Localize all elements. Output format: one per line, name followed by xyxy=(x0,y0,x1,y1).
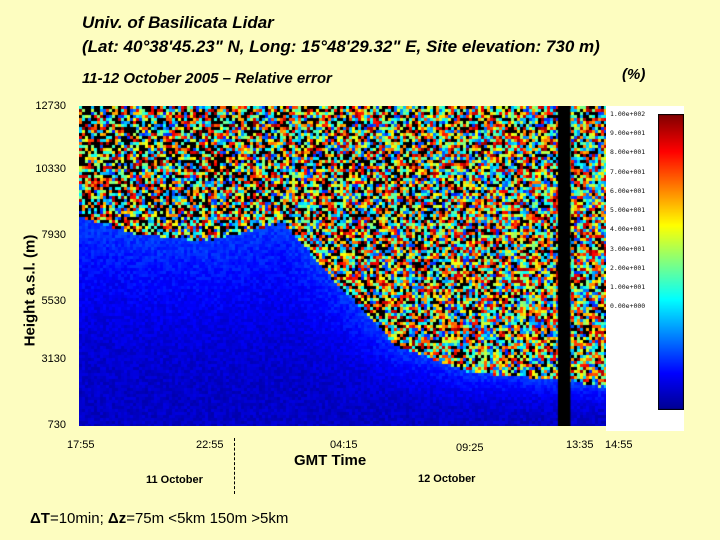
colorbar-tick-label: 1.00e+002 xyxy=(610,110,646,118)
x-tick-label: 14:55 xyxy=(605,439,633,451)
colorbar-tick-label: 8.00e+001 xyxy=(610,148,646,156)
colorbar-panel: 1.00e+002 9.00e+001 8.00e+001 7.00e+001 … xyxy=(606,106,684,431)
y-tick-label: 5530 xyxy=(41,295,66,307)
day-label: 12 October xyxy=(418,473,476,485)
delta-z-symbol: Δz xyxy=(107,510,127,527)
y-tick-label: 7930 xyxy=(41,229,66,241)
colorbar-unit: (%) xyxy=(622,66,646,83)
day-label: 11 October xyxy=(146,474,203,486)
delta-t-text: =10min; xyxy=(49,510,104,527)
colorbar-tick-label: 7.00e+001 xyxy=(610,168,646,176)
y-tick-label: 730 xyxy=(47,419,66,431)
colorbar-tick-label: 1.00e+001 xyxy=(610,283,646,291)
x-tick-label: 13:35 xyxy=(566,439,594,451)
colorbar-tick-label: 4.00e+001 xyxy=(610,225,646,233)
colorbar-tick-label: 3.00e+001 xyxy=(610,245,646,253)
delta-t-symbol: ΔT xyxy=(30,510,50,527)
colorbar-tick-label: 0.00e+000 xyxy=(610,302,646,310)
x-axis-label: GMT Time xyxy=(294,452,367,469)
y-tick-label: 3130 xyxy=(41,353,66,365)
day-divider xyxy=(234,438,235,494)
colorbar-tick-label: 6.00e+001 xyxy=(610,187,646,195)
resolution-note: ΔT=10min; Δz=75m <5km 150m >5km xyxy=(30,510,288,527)
y-tick-label: 12730 xyxy=(35,100,66,112)
chart-subtitle: 11-12 October 2005 – Relative error xyxy=(82,70,332,87)
x-tick-label: 22:55 xyxy=(196,439,224,451)
x-tick-label: 04:15 xyxy=(330,439,358,451)
y-tick-label: 10330 xyxy=(35,163,66,175)
x-tick-label: 09:25 xyxy=(456,442,484,454)
delta-z-text: =75m <5km 150m >5km xyxy=(126,510,289,527)
colorbar-tick-label: 2.00e+001 xyxy=(610,264,646,272)
relative-error-heatmap xyxy=(79,106,606,426)
colorbar-tick-label: 9.00e+001 xyxy=(610,129,646,137)
chart-title-line2: (Lat: 40°38'45.23" N, Long: 15°48'29.32"… xyxy=(82,37,600,56)
colorbar-gradient xyxy=(658,114,684,410)
x-tick-label: 17:55 xyxy=(67,439,95,451)
chart-title-line1: Univ. of Basilicata Lidar xyxy=(82,13,274,32)
colorbar-tick-label: 5.00e+001 xyxy=(610,206,646,214)
